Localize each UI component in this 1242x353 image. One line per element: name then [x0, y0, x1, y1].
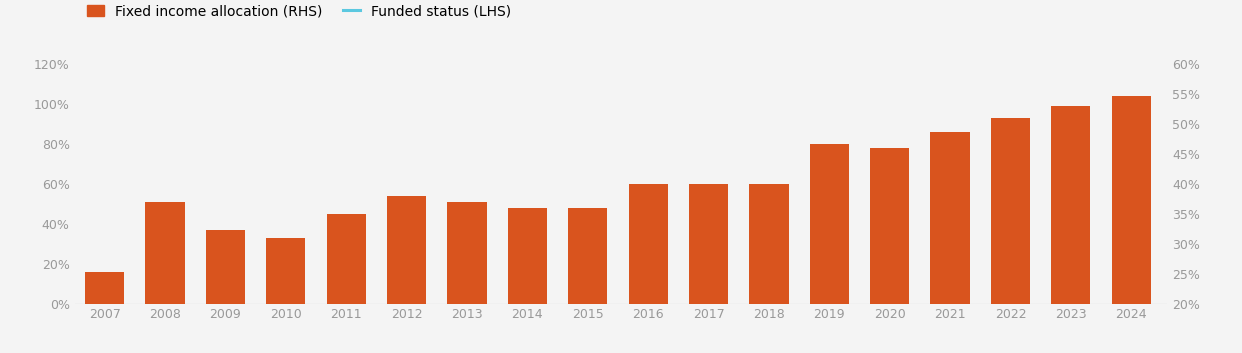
Bar [628, 184, 668, 304]
Bar [810, 144, 850, 304]
Bar [86, 271, 124, 304]
Bar [327, 214, 366, 304]
Bar [1051, 106, 1090, 304]
Bar [568, 208, 607, 304]
Bar [749, 184, 789, 304]
Bar [447, 202, 487, 304]
Bar [388, 196, 426, 304]
Bar [266, 238, 306, 304]
Bar [871, 148, 909, 304]
Bar [508, 208, 546, 304]
Bar [206, 229, 245, 304]
Bar [1112, 96, 1151, 304]
Bar [689, 184, 728, 304]
Bar [930, 132, 970, 304]
Bar [145, 202, 185, 304]
Legend: Fixed income allocation (RHS), Funded status (LHS): Fixed income allocation (RHS), Funded st… [82, 0, 517, 24]
Bar [991, 118, 1030, 304]
